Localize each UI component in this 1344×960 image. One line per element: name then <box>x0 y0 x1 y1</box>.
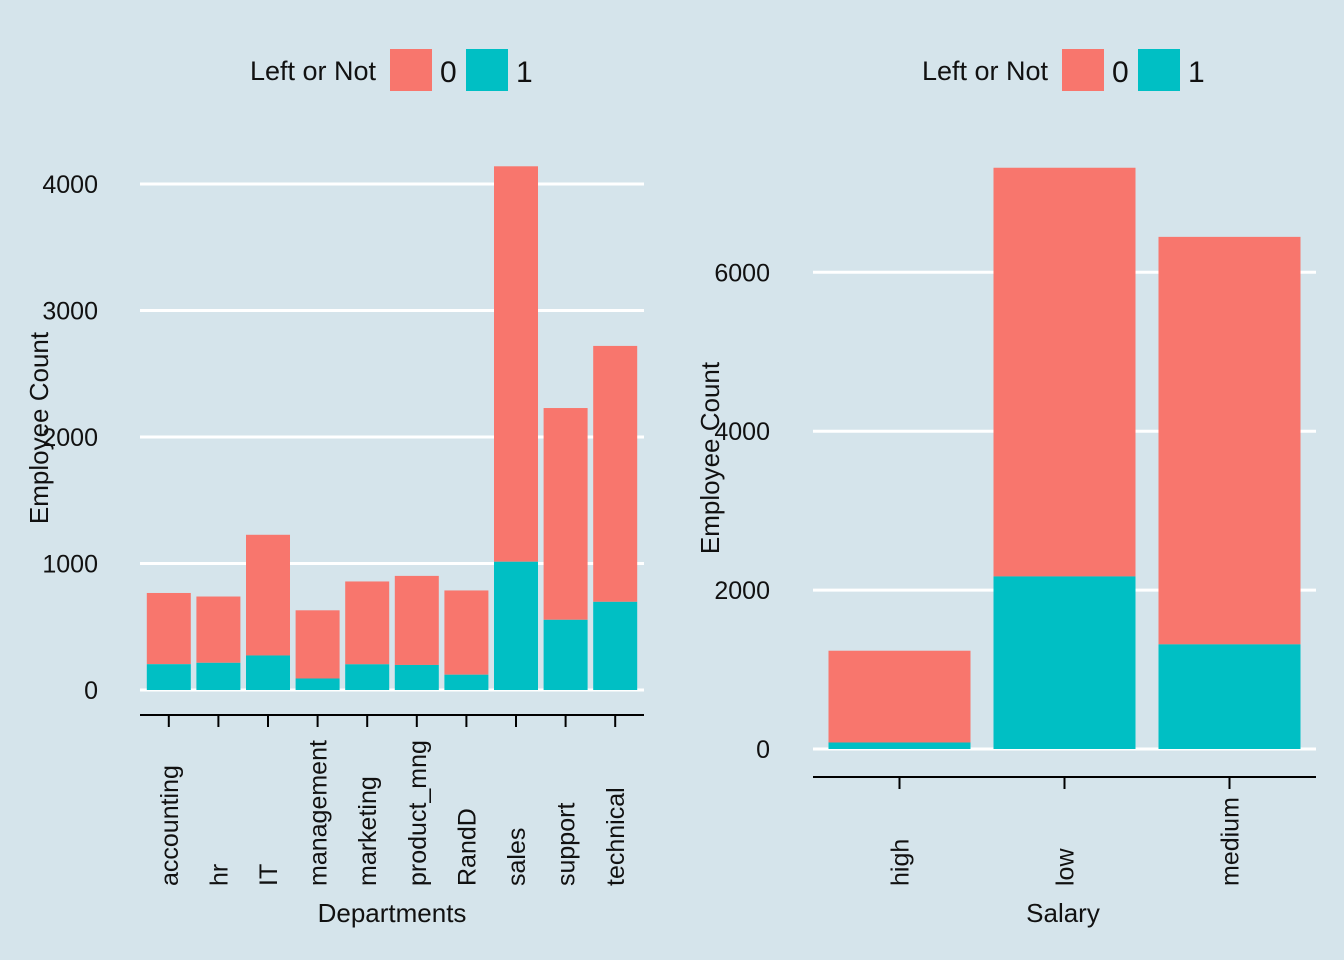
x-tick-label-technical: technical <box>602 787 630 886</box>
chart-panel-2: Left or Not 0 1 0 2000 4000 6000 high low medium S… <box>695 49 1316 928</box>
bar-stayed-high <box>828 650 971 743</box>
legend-label-1: 1 <box>516 56 533 89</box>
y-tick-label: 4000 <box>714 418 770 446</box>
legend-swatch-0 <box>1062 49 1104 91</box>
legend-label-1: 1 <box>1188 56 1205 89</box>
bar-stayed-management <box>295 610 340 679</box>
bar-stayed-RandD <box>444 590 489 675</box>
legend-swatch-1 <box>1138 49 1180 91</box>
bar-stayed-marketing <box>345 581 390 665</box>
bar-left-IT <box>246 655 290 690</box>
bar-stayed-IT <box>246 534 290 656</box>
y-tick-label: 2000 <box>42 424 98 452</box>
x-tick-label-support: support <box>553 803 581 886</box>
x-tick-label-RandD: RandD <box>453 808 481 886</box>
x-tick-label-low: low <box>1052 848 1080 886</box>
y-axis-title: Employee Count <box>695 361 725 554</box>
bar-left-medium <box>1158 644 1301 749</box>
x-tick-label-medium: medium <box>1217 797 1245 886</box>
x-tick-label-high: high <box>887 839 915 886</box>
bar-left-sales <box>494 561 538 690</box>
bar-left-RandD <box>444 674 489 690</box>
bar-stayed-low <box>993 167 1136 577</box>
bar-left-technical <box>593 601 638 690</box>
y-tick-label: 4000 <box>42 171 98 199</box>
legend-label-0: 0 <box>1112 56 1129 89</box>
bar-stayed-product_mng <box>394 575 439 665</box>
y-axis-title: Employee Count <box>24 331 54 524</box>
bar-stayed-hr <box>196 596 241 663</box>
bar-left-hr <box>196 662 241 690</box>
legend: Left or Not 0 1 <box>922 49 1205 91</box>
x-tick-label-sales: sales <box>503 828 531 886</box>
bar-left-management <box>295 678 340 690</box>
y-tick-label: 6000 <box>714 259 770 287</box>
y-tick-label: 0 <box>756 736 770 764</box>
bar-stayed-technical <box>593 345 638 602</box>
x-axis-title: Departments <box>318 898 467 928</box>
y-tick-label: 3000 <box>42 298 98 326</box>
legend: Left or Not 0 1 <box>250 49 533 91</box>
x-tick-label-IT: IT <box>255 864 283 886</box>
legend-title: Left or Not <box>922 56 1049 86</box>
x-tick-label-accounting: accounting <box>156 765 184 886</box>
legend-swatch-1 <box>466 49 508 91</box>
bar-stayed-support <box>543 408 588 620</box>
y-tick-label: 2000 <box>714 577 770 605</box>
y-tick-label: 0 <box>84 677 98 705</box>
x-axis-title: Salary <box>1026 898 1100 928</box>
x-tick-label-management: management <box>305 740 333 886</box>
legend-swatch-0 <box>390 49 432 91</box>
y-tick-label: 1000 <box>42 551 98 579</box>
bar-stayed-accounting <box>146 592 191 665</box>
x-tick-label-marketing: marketing <box>354 776 382 886</box>
x-tick-label-hr: hr <box>205 864 233 886</box>
bar-left-support <box>543 619 588 690</box>
bar-left-marketing <box>345 664 390 690</box>
bar-stayed-sales <box>494 166 538 562</box>
bar-left-low <box>993 576 1136 749</box>
bar-left-high <box>828 742 971 749</box>
chart-panel-1: Left or Not 0 1 0 1000 2000 3000 4000 accounting… <box>24 49 644 928</box>
bar-left-product_mng <box>394 664 439 690</box>
x-tick-label-product_mng: product_mng <box>404 740 432 886</box>
legend-title: Left or Not <box>250 56 377 86</box>
bar-left-accounting <box>146 664 191 690</box>
legend-label-0: 0 <box>440 56 457 89</box>
bar-stayed-medium <box>1158 236 1301 645</box>
